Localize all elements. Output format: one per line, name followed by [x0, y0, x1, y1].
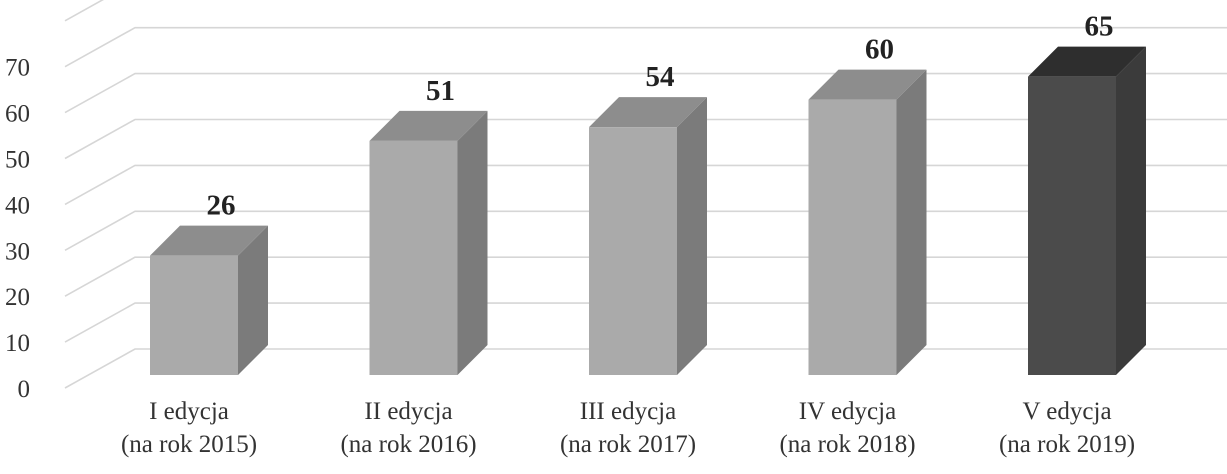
bar-top [150, 225, 268, 256]
bar-side [1116, 46, 1146, 376]
bar-side [457, 110, 488, 375]
y-axis-ticks: 0 10 20 30 40 50 60 70 [5, 55, 30, 403]
gridlines [64, 0, 1227, 389]
data-labels: 26 51 54 60 65 [207, 11, 1114, 222]
y-tick-label: 50 [5, 147, 30, 174]
gridline [64, 26, 1227, 68]
y-tick-label: 10 [5, 330, 30, 357]
bar-front [369, 140, 458, 375]
category-labels: I edycja (na rok 2015) II edycja (na rok 20… [121, 398, 1135, 458]
bar [369, 110, 488, 375]
bar [150, 225, 268, 375]
category-label: III edycja (na rok 2017) [560, 398, 696, 458]
y-tick-label: 40 [5, 192, 30, 219]
category-label: V edycja (na rok 2019) [999, 398, 1135, 458]
y-tick-label: 20 [5, 284, 30, 311]
bar-top [589, 97, 707, 128]
bar-side [677, 97, 707, 375]
bar [808, 69, 927, 375]
category-label: II edycja (na rok 2016) [340, 398, 476, 458]
bar-side [896, 69, 927, 375]
category-label: IV edycja (na rok 2018) [779, 398, 915, 458]
bar-side [238, 225, 268, 375]
bar-top [369, 110, 488, 141]
gridline [64, 0, 104, 22]
bar [589, 97, 707, 375]
bars [150, 46, 1146, 376]
bar [1028, 46, 1146, 376]
bar-front [150, 255, 238, 375]
data-label: 54 [646, 61, 675, 93]
y-tick-label: 70 [5, 55, 30, 82]
y-tick-label: 60 [5, 101, 30, 128]
data-label: 51 [426, 75, 455, 107]
y-tick-label: 0 [18, 376, 31, 403]
data-label: 26 [207, 190, 236, 222]
category-label: I edycja (na rok 2015) [121, 398, 257, 458]
data-label: 65 [1085, 11, 1114, 43]
bar-front [589, 127, 677, 375]
bar-top [808, 69, 927, 100]
y-tick-label: 30 [5, 238, 30, 265]
bar-top [1028, 46, 1146, 77]
bar-front [1028, 76, 1116, 376]
data-label: 60 [865, 34, 894, 66]
bar-front [808, 99, 897, 375]
